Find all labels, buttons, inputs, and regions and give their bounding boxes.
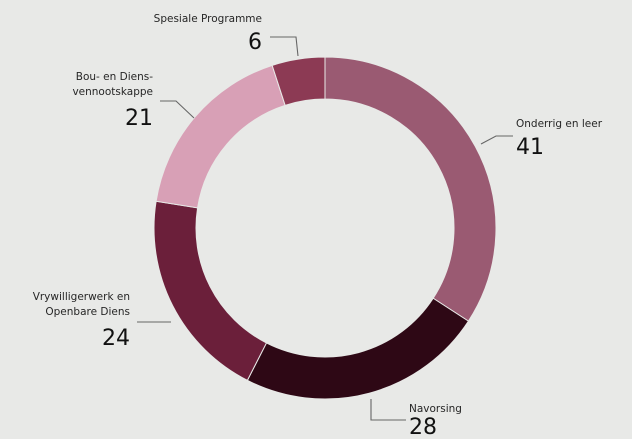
leader-line-spesiale-programme <box>270 36 299 57</box>
slice-label-vrywilligerwerk-en-openbare-diens: Vrywilligerwerk en Openbare Diens <box>33 291 130 318</box>
leader-line-onderrig-en-leer <box>480 135 513 145</box>
slice-value-bou-en-diens-vennootskappe: 21 <box>125 106 153 131</box>
slice-value-vrywilligerwerk-en-openbare-diens: 24 <box>102 326 130 351</box>
slice-label-navorsing: Navorsing <box>409 403 462 415</box>
slice-value-onderrig-en-leer: 41 <box>516 135 544 160</box>
donut-slice-vrywilligerwerk-en-openbare-diens <box>153 200 268 382</box>
leader-line-bou-en-diens-vennootskappe <box>160 100 195 119</box>
donut-slice-spesiale-programme <box>271 56 326 106</box>
donut-slice-bou-en-diens-vennootskappe <box>155 64 286 209</box>
slice-label-bou-en-diens-vennootskappe: Bou- en Diens-vennootskappe <box>72 71 153 98</box>
donut-slice-navorsing <box>246 297 470 400</box>
donut-slice-onderrig-en-leer <box>324 56 497 322</box>
slice-label-onderrig-en-leer: Onderrig en leer <box>516 118 603 130</box>
slice-value-navorsing: 28 <box>409 415 437 439</box>
slice-value-spesiale-programme: 6 <box>248 30 262 55</box>
leader-line-navorsing <box>370 399 406 421</box>
slice-label-spesiale-programme: Spesiale Programme <box>154 13 262 25</box>
